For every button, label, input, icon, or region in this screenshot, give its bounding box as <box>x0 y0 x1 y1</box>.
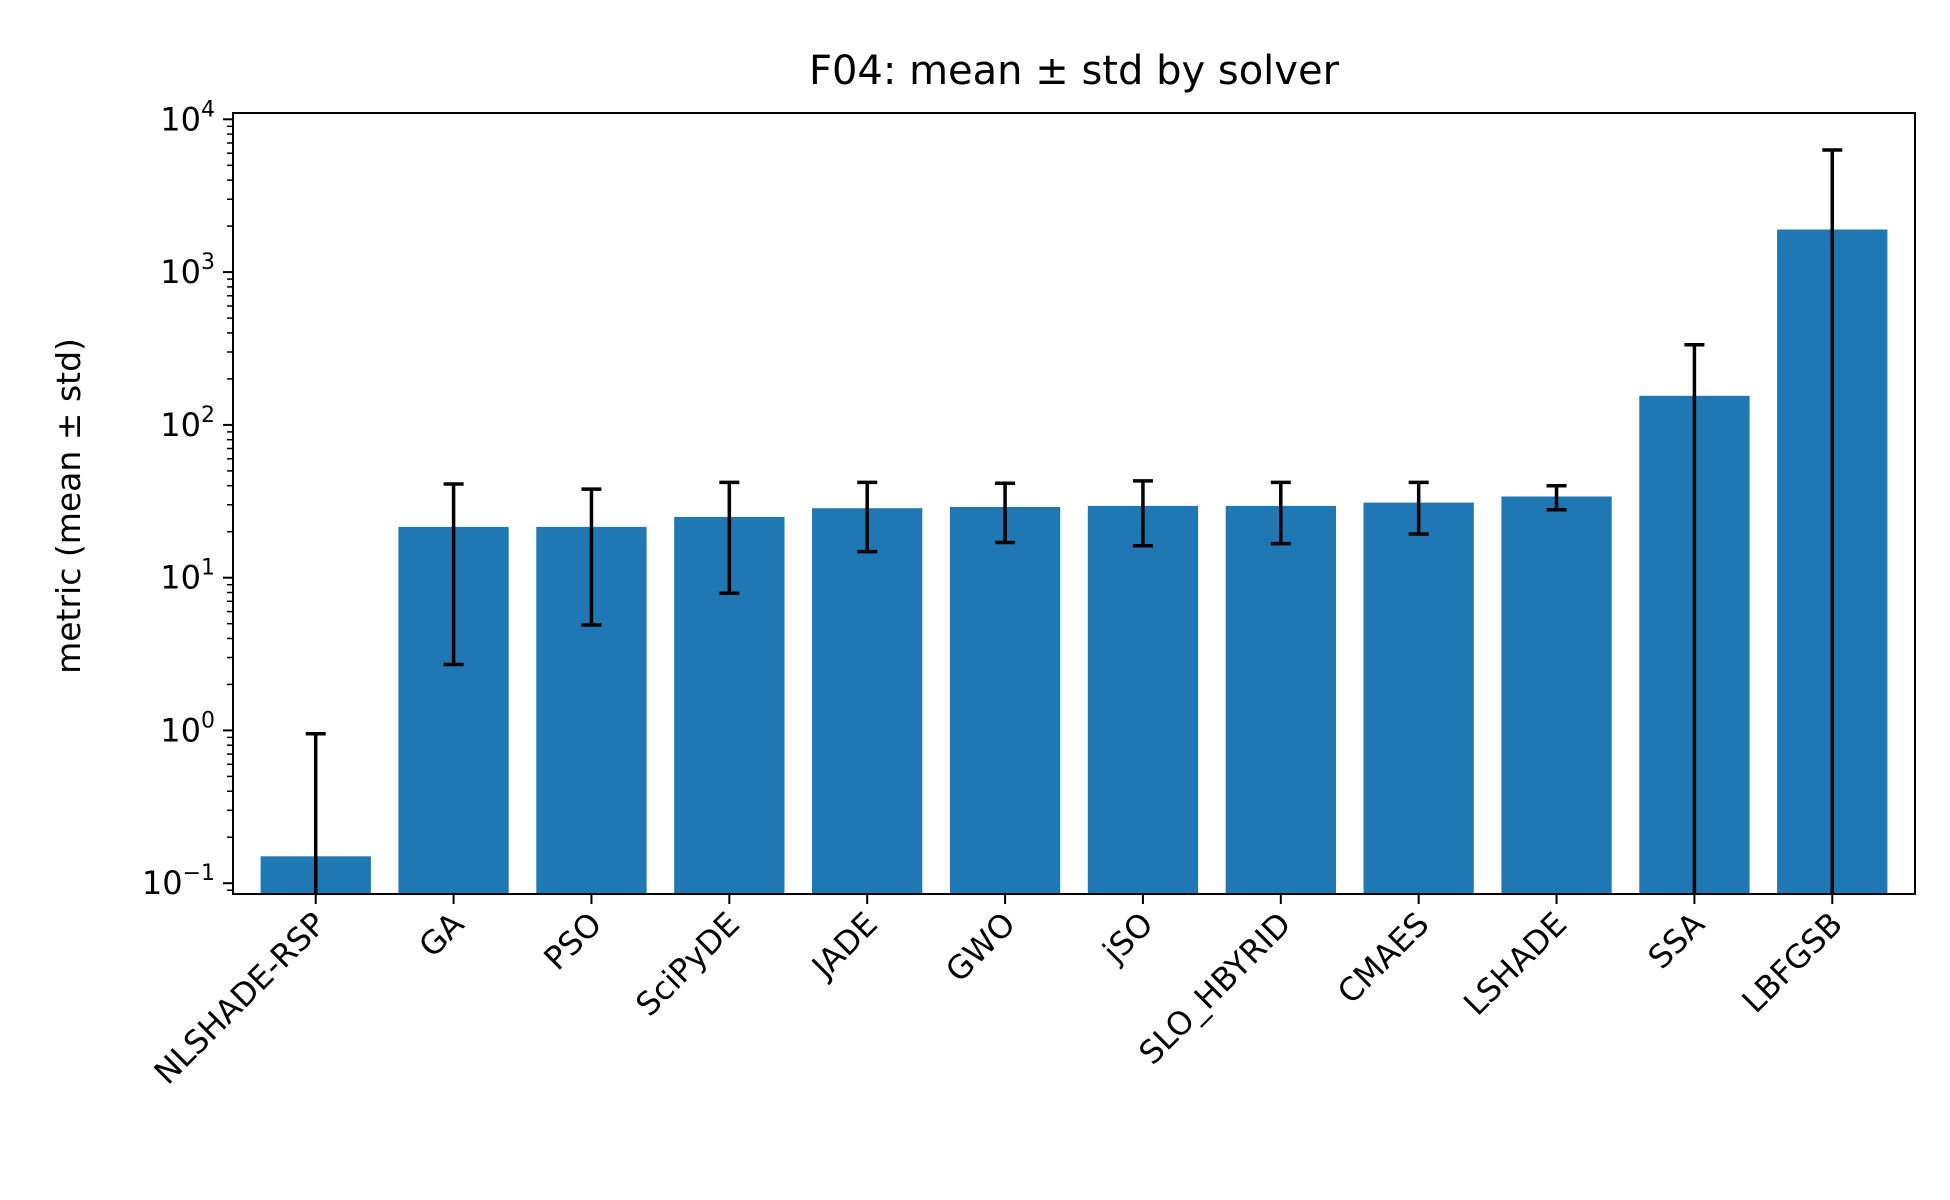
errorbars-group <box>305 148 1843 894</box>
bar <box>1501 496 1612 894</box>
x-tick-label: GWO <box>938 905 1023 990</box>
x-tick-label: CMAES <box>1330 905 1436 1011</box>
y-tick-label: 101 <box>160 556 215 597</box>
x-tick-label: LBFGSB <box>1735 905 1850 1020</box>
x-tick-label: NLSHADE-RSP <box>146 905 333 1092</box>
y-axis-label: metric (mean ± std) <box>49 338 88 674</box>
x-tick-label: PSO <box>536 905 609 978</box>
plot-area-frame <box>232 112 1916 895</box>
y-tick-label: 10−1 <box>142 861 215 902</box>
bars-group <box>260 229 1888 894</box>
x-tick-label: SSA <box>1641 905 1713 977</box>
bar <box>1363 502 1474 894</box>
y-tick-label: 102 <box>160 403 215 444</box>
bar <box>949 507 1061 894</box>
y-axis-ticks: 10−1 100 101 102 103 104 <box>142 97 233 902</box>
x-axis-ticks: NLSHADE-RSP GA PSO SciPyDE JADE GWO jSOSLO_HBY… <box>146 894 1850 1092</box>
x-tick-label: JADE <box>803 905 885 987</box>
x-tick-label: GA <box>411 905 471 965</box>
chart-title: F04: mean ± std by solver <box>809 48 1340 94</box>
bar <box>812 508 923 894</box>
bar <box>1225 505 1336 894</box>
x-tick-label: LSHADE <box>1456 905 1574 1023</box>
y-tick-label: 104 <box>160 97 215 138</box>
x-tick-label: SciPyDE <box>628 905 747 1024</box>
bar <box>1087 505 1199 894</box>
y-tick-label: 103 <box>160 250 215 291</box>
x-tick-label: jSO <box>1095 905 1161 971</box>
y-tick-label: 100 <box>160 708 215 749</box>
